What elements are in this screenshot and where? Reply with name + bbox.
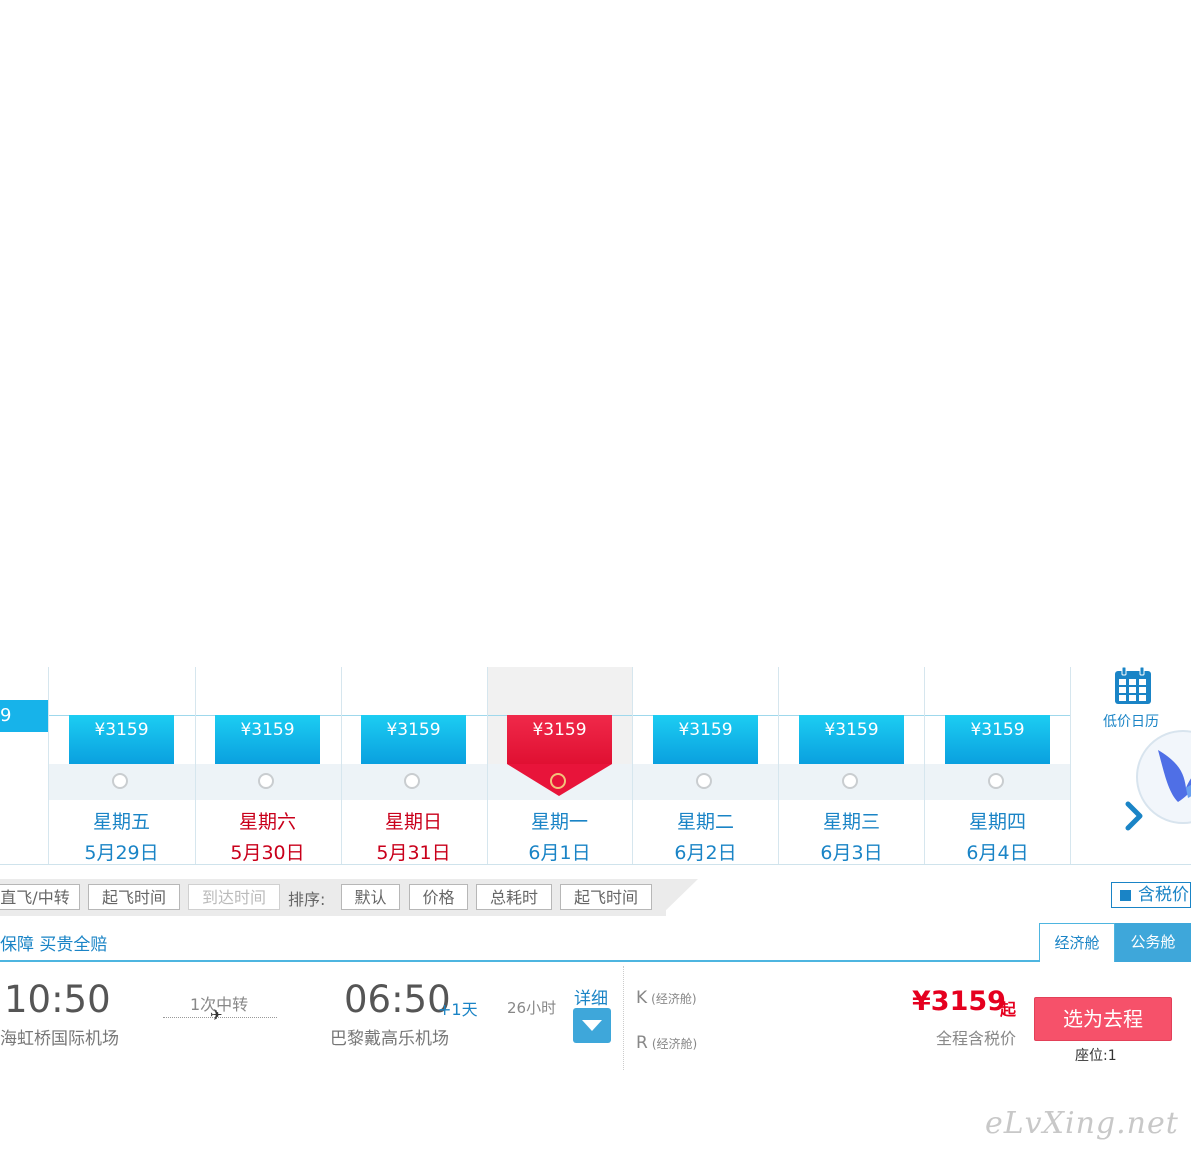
seat-count: 座位:1	[1075, 1048, 1117, 1064]
day-radio[interactable]	[112, 773, 128, 789]
arrive-airport: 巴黎戴高乐机场	[330, 1029, 449, 1049]
day-price[interactable]: ¥3159	[945, 715, 1050, 764]
calendar-icon[interactable]	[1114, 667, 1152, 705]
day-date: 6月1日	[528, 842, 591, 864]
vertical-divider	[623, 966, 624, 1070]
calendar-day-4[interactable]: ¥3159 星期二 6月2日	[633, 667, 778, 865]
arrive-time: 06:50	[344, 978, 451, 1021]
arrive-time-filter[interactable]: 到达时间	[188, 884, 280, 910]
flight-duration: 26小时	[507, 999, 557, 1017]
price-from-suffix: 起	[1000, 1000, 1017, 1019]
checkbox-icon	[1120, 890, 1131, 901]
cabin-class: (经济舱)	[651, 1037, 698, 1051]
day-date: 6月3日	[820, 842, 883, 864]
day-radio[interactable]	[988, 773, 1004, 789]
calendar-day-3-selected[interactable]: ¥3159 星期一 6月1日	[487, 667, 632, 865]
day-weekday: 星期二	[676, 811, 734, 833]
flight-price: ¥3159	[912, 986, 1006, 1017]
divider	[632, 667, 633, 865]
day-price[interactable]: ¥3159	[507, 715, 612, 764]
day-date: 5月30日	[230, 842, 305, 864]
route-line	[163, 1017, 277, 1018]
divider	[195, 667, 196, 865]
price-note: 全程含税价	[936, 1029, 1017, 1048]
sort-depart-button[interactable]: 起飞时间	[560, 884, 652, 910]
day-price[interactable]: ¥3159	[653, 715, 758, 764]
sort-default-button[interactable]: 默认	[341, 884, 400, 910]
day-price[interactable]: ¥3159	[361, 715, 466, 764]
detail-link[interactable]: 详细	[574, 989, 608, 1009]
depart-airport: 海虹桥国际机场	[0, 1029, 119, 1049]
low-price-calendar-link[interactable]: 低价日历	[1103, 714, 1159, 730]
day-date: 5月29日	[84, 842, 159, 864]
day-radio[interactable]	[258, 773, 274, 789]
day-date: 5月31日	[376, 842, 451, 864]
insurance-promo-link[interactable]: 保障 买贵全赔	[0, 935, 108, 955]
divider	[48, 667, 49, 865]
day-price[interactable]: ¥3159	[799, 715, 904, 764]
filter-bar-tail	[660, 879, 698, 916]
day-radio[interactable]	[696, 773, 712, 789]
divider	[778, 667, 779, 865]
expand-detail-button[interactable]	[573, 1008, 611, 1043]
tab-economy[interactable]: 经济舱	[1039, 923, 1115, 962]
calendar-day-6[interactable]: ¥3159 星期四 6月4日	[925, 667, 1070, 865]
prev-day-price-tab[interactable]: 9	[0, 700, 48, 732]
watermark: eLvXing.net	[985, 1106, 1179, 1141]
day-price[interactable]: ¥3159	[215, 715, 320, 764]
day-weekday: 星期六	[238, 811, 296, 833]
calendar-bottom-line	[0, 864, 1191, 865]
sort-duration-button[interactable]: 总耗时	[476, 884, 552, 910]
calendar-day-2[interactable]: ¥3159 星期日 5月31日	[341, 667, 486, 865]
tab-business[interactable]: 公务舱	[1115, 923, 1191, 962]
day-radio-selected[interactable]	[550, 773, 566, 789]
cabin-row-r: R (经济舱)	[636, 1033, 697, 1053]
airplane-icon: ✈	[210, 1006, 223, 1024]
day-radio[interactable]	[842, 773, 858, 789]
day-date: 6月4日	[966, 842, 1029, 864]
tax-included-toggle[interactable]: 含税价	[1111, 882, 1191, 908]
calendar-day-0[interactable]: ¥3159 星期五 5月29日	[49, 667, 194, 865]
transfer-info[interactable]: 1次中转	[190, 995, 249, 1014]
select-outbound-button[interactable]: 选为去程	[1034, 997, 1172, 1041]
cabin-class: (经济舱)	[651, 992, 697, 1006]
calendar-day-1[interactable]: ¥3159 星期六 5月30日	[195, 667, 340, 865]
depart-time-filter[interactable]: 起飞时间	[88, 884, 180, 910]
divider	[341, 667, 342, 865]
tab-underline	[0, 960, 1191, 962]
day-weekday: 星期四	[968, 811, 1026, 833]
direct-transfer-filter[interactable]: 直飞/中转	[0, 884, 80, 910]
day-date: 6月2日	[674, 842, 737, 864]
divider	[1070, 667, 1071, 865]
divider	[487, 667, 488, 865]
date-price-calendar: 9 ¥3159 星期五 5月29日 ¥3159 星期六 5月30日 ¥3159 …	[0, 667, 1191, 865]
plus-day-badge: +1天	[438, 1000, 478, 1019]
cabin-code: K	[636, 988, 648, 1008]
calendar-day-5[interactable]: ¥3159 星期三 6月3日	[779, 667, 924, 865]
bird-icon	[1158, 750, 1191, 802]
next-dates-arrow-icon[interactable]	[1120, 798, 1150, 834]
day-radio[interactable]	[404, 773, 420, 789]
cabin-code: R	[636, 1033, 648, 1053]
sort-label: 排序:	[288, 890, 326, 909]
day-weekday: 星期一	[530, 811, 588, 833]
day-price[interactable]: ¥3159	[69, 715, 174, 764]
day-weekday: 星期三	[822, 811, 880, 833]
tax-toggle-label: 含税价	[1138, 885, 1189, 905]
day-weekday: 星期日	[384, 811, 442, 833]
depart-time: 10:50	[4, 978, 111, 1021]
sort-price-button[interactable]: 价格	[409, 884, 468, 910]
day-weekday: 星期五	[92, 811, 150, 833]
cabin-row-k: K (经济舱)	[636, 988, 697, 1008]
divider	[924, 667, 925, 865]
